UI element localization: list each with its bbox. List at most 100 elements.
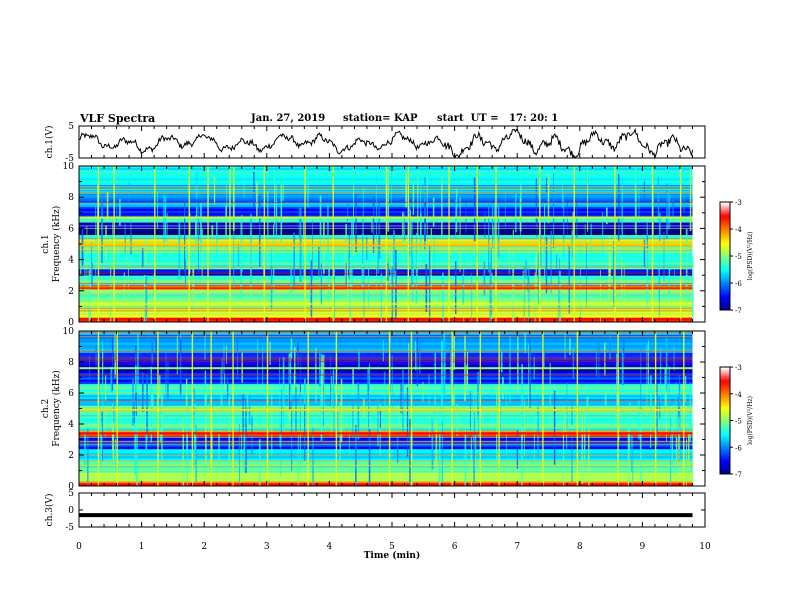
colorbar-segment xyxy=(720,288,730,291)
spectral-texture xyxy=(609,331,611,360)
spectral-texture xyxy=(243,415,246,472)
spectral-texture xyxy=(415,341,417,371)
x-tick-label: 3 xyxy=(264,542,270,552)
colorbar-segment xyxy=(720,252,730,255)
colorbar-segment xyxy=(720,279,730,282)
spectral-texture xyxy=(218,430,220,463)
colorbar-segment xyxy=(720,293,730,297)
spectral-texture xyxy=(502,377,504,400)
spectral-texture xyxy=(692,256,694,322)
colorbar-tick-label: -7 xyxy=(735,307,742,315)
spectral-texture xyxy=(251,415,253,455)
spectral-texture xyxy=(345,263,347,289)
colorbar-segment xyxy=(720,243,730,246)
colorbar-segment xyxy=(720,223,730,226)
spectral-texture xyxy=(643,239,646,268)
spectral-texture xyxy=(372,196,375,253)
spectral-texture xyxy=(410,209,411,244)
spectral-texture xyxy=(262,346,264,386)
spectral-texture xyxy=(259,196,261,267)
colorbar-segment xyxy=(720,457,730,461)
spectral-band xyxy=(79,454,693,457)
spectral-texture xyxy=(240,252,243,294)
spectral-texture xyxy=(333,265,335,321)
spectral-texture xyxy=(119,199,121,226)
ch3-waveform-frame xyxy=(78,492,706,528)
colorbar-segment xyxy=(720,436,730,439)
spectral-texture xyxy=(396,433,399,463)
spectral-texture xyxy=(362,186,364,257)
spectral-texture xyxy=(290,338,293,359)
colorbar-segment xyxy=(720,306,730,309)
spectral-band xyxy=(79,412,693,416)
spectral-texture xyxy=(664,368,666,418)
colorbar-tick-label: -3 xyxy=(735,199,742,207)
spectral-texture xyxy=(275,181,277,240)
sferic-burst xyxy=(304,166,306,322)
spectral-texture xyxy=(321,358,323,398)
spectral-texture xyxy=(369,363,370,409)
spectral-texture xyxy=(256,181,258,220)
spectral-texture xyxy=(159,407,162,443)
colorbar-segment xyxy=(720,221,730,225)
spectral-band xyxy=(79,448,693,452)
sferic-burst xyxy=(576,331,579,486)
spectral-texture xyxy=(387,168,390,232)
colorbar-segment xyxy=(720,261,730,264)
spectral-texture xyxy=(449,347,452,384)
spectral-texture xyxy=(432,197,435,227)
spectral-texture xyxy=(86,225,88,296)
ch3-waveform-ylabel: ch.3(V) xyxy=(44,494,55,527)
spectral-texture xyxy=(572,212,574,254)
faint-line xyxy=(79,336,693,338)
ch1-spectrogram-heatmap xyxy=(79,166,694,323)
spectral-texture xyxy=(459,197,461,272)
spectral-texture xyxy=(352,367,354,389)
spectral-texture xyxy=(211,408,213,471)
spectral-texture xyxy=(568,245,570,314)
spectral-texture xyxy=(151,392,154,421)
spectral-band xyxy=(79,410,693,414)
spectral-texture xyxy=(499,399,502,432)
spectral-texture xyxy=(337,410,339,437)
spectral-texture xyxy=(646,344,648,417)
spectral-texture xyxy=(246,395,249,423)
spectral-band xyxy=(79,438,693,441)
spectral-texture xyxy=(307,174,309,208)
spectral-texture xyxy=(221,383,223,417)
spectral-texture xyxy=(232,166,235,231)
spectral-band xyxy=(79,340,693,344)
spectral-texture xyxy=(240,429,242,486)
spectral-texture xyxy=(205,389,207,464)
ch1-spectrogram-ylabel-frequency: Frequency (kHz) xyxy=(51,206,62,283)
spectral-band xyxy=(79,346,693,350)
spectral-texture xyxy=(536,216,538,238)
spectral-texture xyxy=(584,407,586,466)
spectral-texture xyxy=(608,267,610,302)
sferic-burst xyxy=(191,331,194,486)
spectral-texture xyxy=(522,270,524,315)
spectral-texture xyxy=(398,405,400,426)
spectral-texture xyxy=(368,379,370,432)
spectral-band xyxy=(79,393,693,396)
spectral-band xyxy=(79,385,693,388)
spectral-texture xyxy=(243,168,245,198)
spectral-texture xyxy=(512,262,515,322)
colorbar-segment xyxy=(720,402,730,405)
spectral-texture xyxy=(193,403,196,468)
spectral-texture xyxy=(434,353,436,418)
ch2-spectrogram-ylabel-frequency: Frequency (kHz) xyxy=(51,370,62,447)
spectral-texture xyxy=(529,335,531,409)
colorbar-tick-label: -6 xyxy=(735,280,742,288)
spectral-texture xyxy=(161,393,163,468)
spectral-band xyxy=(79,434,693,437)
faint-line xyxy=(79,441,693,443)
colorbar-segment xyxy=(720,284,730,288)
spectral-texture xyxy=(143,275,145,322)
colorbar-segment xyxy=(720,274,730,277)
start-time-label: start UT = 17: 20: 1 xyxy=(437,113,559,124)
spectral-texture xyxy=(429,244,431,320)
spectral-texture xyxy=(204,370,207,425)
spectral-texture xyxy=(113,404,115,439)
spectral-band xyxy=(79,332,693,336)
